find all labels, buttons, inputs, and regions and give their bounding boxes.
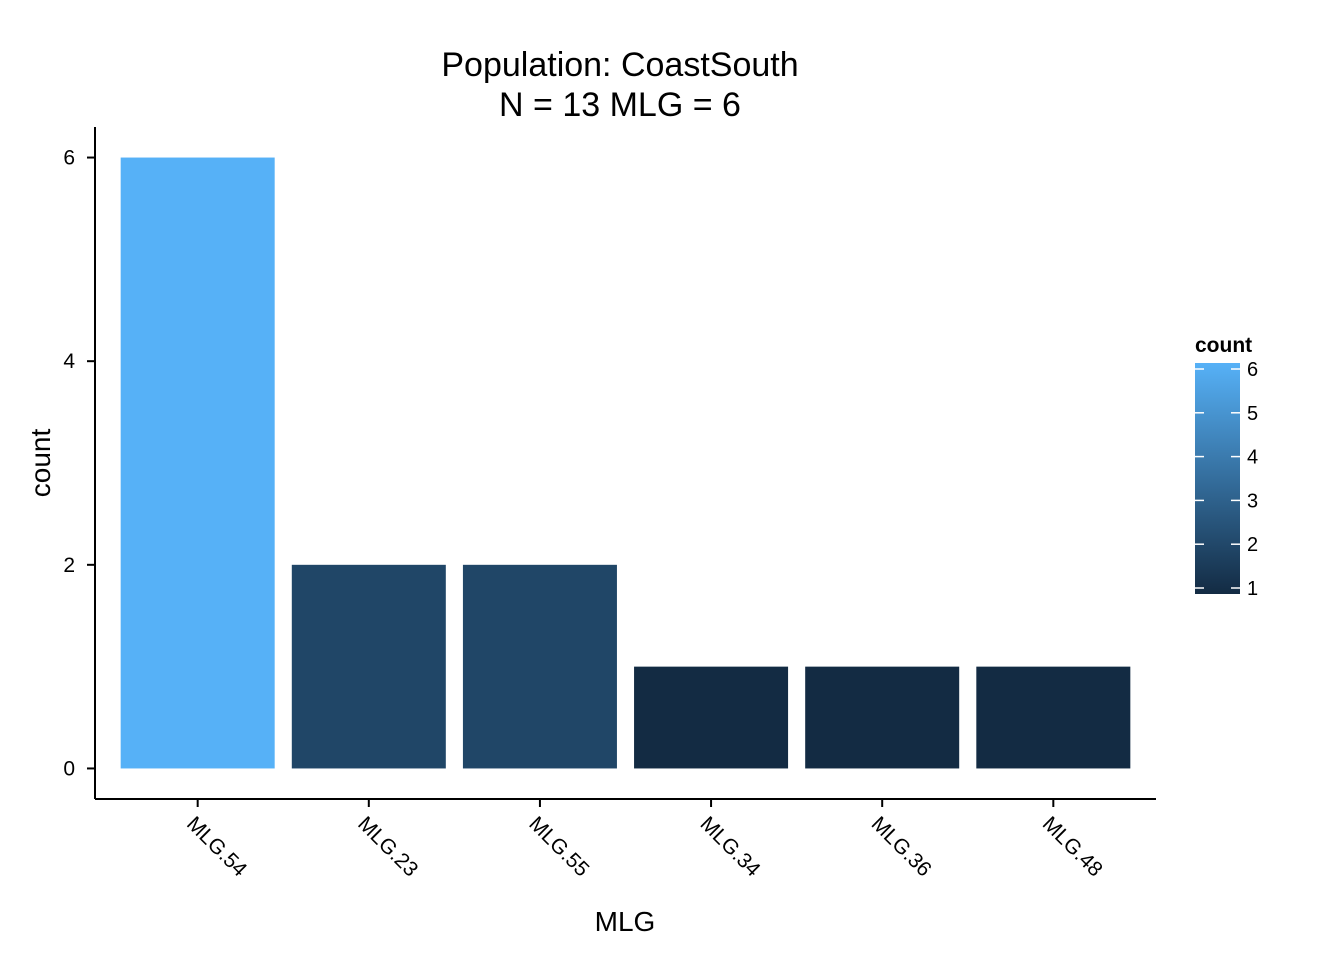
chart-title-line-2: N = 13 MLG = 6 [499,86,741,124]
legend-ticks: 1 2 3 4 5 6 [1195,359,1258,600]
legend-tick-label: 3 [1247,490,1258,512]
x-axis-title: MLG [595,906,656,937]
chart-title-line-1: Population: CoastSouth [441,46,798,84]
bars-group [120,157,1131,769]
bar-mlg-23 [291,564,446,769]
x-tick-label: MLG.55 [524,812,593,881]
y-tick-label: 2 [63,554,75,577]
legend-title: count [1195,334,1252,357]
x-tick-label: MLG.34 [696,812,765,881]
bar-mlg-34 [634,666,789,769]
color-legend: count 1 2 3 4 5 6 [1195,334,1258,600]
legend-colorbar [1195,363,1240,594]
legend-tick-label: 1 [1247,578,1258,600]
x-tick-label: MLG.54 [182,812,251,881]
x-tick-label: MLG.36 [867,812,936,881]
bar-mlg-36 [805,666,960,769]
x-axis: MLG.54 MLG.23 MLG.55 MLG.34 MLG.36 MLG.48 [95,798,1156,882]
legend-tick-label: 2 [1247,534,1258,556]
legend-tick-label: 6 [1247,359,1258,381]
bar-mlg-54 [120,157,275,769]
y-tick-label: 6 [63,147,75,170]
y-tick-label: 4 [63,350,75,373]
y-axis-title: count [25,429,56,498]
y-tick-label: 0 [63,757,75,780]
bar-mlg-55 [462,564,617,769]
legend-tick-label: 4 [1247,447,1258,469]
x-tick-label: MLG.23 [353,812,422,881]
legend-tick-label: 5 [1247,403,1258,425]
bar-mlg-48 [976,666,1131,769]
x-tick-label: MLG.48 [1038,812,1107,881]
y-axis: 0 2 4 6 [63,127,96,799]
